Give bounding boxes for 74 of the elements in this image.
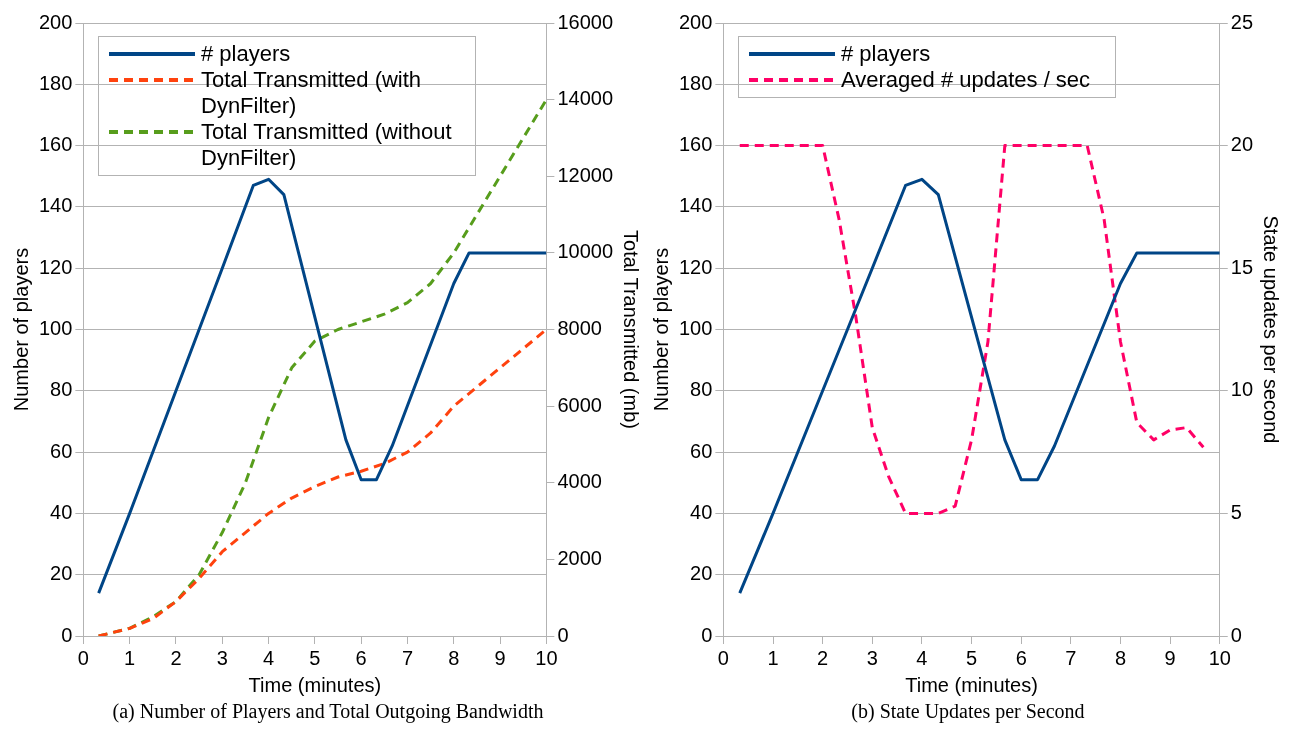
x-tick-label: 6 — [355, 646, 367, 669]
y2-tick-label: 2000 — [557, 546, 602, 569]
y-tick-label: 20 — [690, 562, 713, 585]
y-tick-label: 200 — [678, 10, 713, 33]
y-tick-label: 0 — [61, 623, 73, 646]
legend-label: Averaged # updates / sec — [841, 67, 1091, 93]
y-tick-label: 180 — [678, 71, 713, 94]
y2-tick-label: 16000 — [557, 10, 614, 33]
legend-label: # players — [201, 41, 291, 67]
x-tick-label: 3 — [216, 646, 228, 669]
y-tick-label: 160 — [678, 133, 713, 156]
y2-tick-label: 8000 — [557, 317, 602, 340]
x-tick-label: 5 — [966, 646, 978, 669]
x-tick-label: 1 — [767, 646, 779, 669]
x-tick-label: 10 — [535, 646, 558, 669]
y2-tick-label: 25 — [1230, 10, 1253, 33]
x-tick-label: 7 — [401, 646, 414, 669]
y-tick-label: 180 — [38, 71, 73, 94]
y-axis-title: Number of players — [9, 247, 32, 412]
x-tick-label: 1 — [124, 646, 136, 669]
x-tick-label: 2 — [817, 646, 829, 669]
y-tick-label: 200 — [38, 10, 73, 33]
y-tick-label: 140 — [38, 194, 73, 217]
y-tick-label: 40 — [690, 500, 713, 523]
y-tick-label: 80 — [50, 378, 73, 401]
legend-label: Total Transmitted (without DynFilter) — [201, 119, 453, 171]
y2-tick-label: 14000 — [557, 87, 614, 110]
x-tick-label: 9 — [494, 646, 506, 669]
x-tick-label: 9 — [1164, 646, 1176, 669]
y-tick-label: 80 — [690, 378, 713, 401]
y-tick-label: 100 — [678, 317, 713, 340]
x-tick-label: 0 — [717, 646, 729, 669]
y2-axis-title: Total Transmitted (mb) — [620, 230, 643, 429]
y-tick-label: 60 — [690, 439, 713, 462]
y2-tick-label: 6000 — [557, 393, 602, 416]
y-axis-title: Number of players — [649, 247, 672, 412]
y2-axis-title: State updates per second — [1260, 215, 1283, 444]
y2-tick-label: 12000 — [557, 163, 614, 186]
text: (b) State Updates per Second — [850, 700, 1086, 723]
y2-tick-label: 15 — [1230, 255, 1253, 278]
legend-label: # players — [841, 41, 931, 67]
y-tick-label: 140 — [678, 194, 713, 217]
x-tick-label: 0 — [77, 646, 89, 669]
y2-tick-label: 5 — [1230, 500, 1242, 523]
y-tick-label: 120 — [678, 255, 713, 278]
x-axis-title: Time (minutes) — [248, 673, 382, 696]
x-tick-label: 2 — [170, 646, 182, 669]
x-tick-label: 8 — [448, 646, 460, 669]
y2-tick-label: 10 — [1230, 378, 1253, 401]
y2-tick-label: 4000 — [557, 470, 602, 493]
x-tick-label: 10 — [1208, 646, 1231, 669]
y2-tick-label: 10000 — [557, 240, 614, 263]
x-tick-label: 6 — [1015, 646, 1027, 669]
y-tick-label: 120 — [38, 255, 73, 278]
y2-tick-label: 0 — [557, 623, 569, 646]
x-axis-title: Time (minutes) — [905, 673, 1038, 696]
y-tick-label: 60 — [50, 439, 73, 462]
y-tick-label: 40 — [50, 500, 73, 523]
y-tick-label: 160 — [38, 133, 73, 156]
legend-label: Total Transmitted (with DynFilter) — [201, 67, 423, 119]
y-tick-label: 20 — [50, 562, 73, 585]
line-series — [97, 328, 547, 636]
x-tick-label: 3 — [866, 646, 878, 669]
y-tick-label: 100 — [38, 317, 73, 340]
line-series — [738, 144, 1205, 515]
y2-tick-label: 20 — [1230, 133, 1253, 156]
x-tick-label: 4 — [263, 646, 275, 669]
x-tick-label: 8 — [1114, 646, 1127, 669]
x-tick-label: 7 — [1065, 646, 1077, 669]
text: (a) Number of Players and Total Outgoing Bandwidth — [111, 700, 545, 723]
x-tick-label: 5 — [309, 646, 321, 669]
y2-tick-label: 0 — [1230, 623, 1242, 646]
y-tick-label: 0 — [701, 623, 713, 646]
x-tick-label: 4 — [916, 646, 928, 669]
